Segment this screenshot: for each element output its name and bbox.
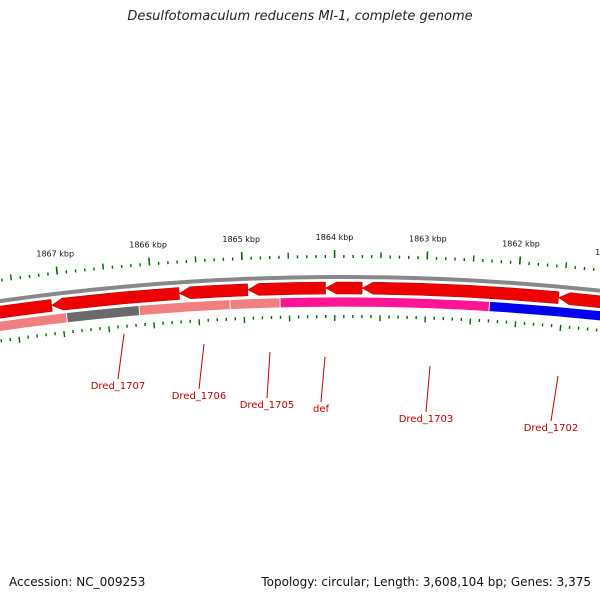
cds-segment	[138, 299, 231, 316]
backbone-line	[0, 275, 600, 304]
gene-arrow	[247, 281, 326, 296]
gene-leader-line	[266, 351, 271, 399]
ruler-tick	[148, 257, 151, 266]
gene-arrow	[558, 292, 600, 309]
inner-ruler-tick	[108, 326, 111, 333]
cds-segment	[229, 297, 281, 311]
gene-label: Dred_1705	[240, 400, 295, 411]
gene-arrow	[51, 287, 180, 311]
ruler-tick	[102, 263, 105, 270]
gene-arrow	[178, 283, 249, 299]
ruler-label: 1863 kbp	[409, 234, 447, 243]
ruler-label: 1864 kbp	[316, 233, 354, 242]
genome-stats: Topology: circular; Length: 3,608,104 bp…	[261, 575, 591, 589]
ruler-label: 1865 kbp	[222, 235, 260, 244]
gene-label: Dred_1706	[172, 391, 227, 402]
ruler-tick	[9, 274, 13, 281]
gene-arrow	[361, 281, 560, 304]
gene-leader-line	[198, 343, 205, 390]
ruler-label: 1866 kbp	[129, 241, 167, 250]
ruler-label: 1861 kbp	[595, 248, 600, 257]
accession-label: Accession: NC_009253	[9, 575, 146, 589]
ruler-tick	[518, 256, 522, 265]
gene-arrow	[0, 299, 53, 319]
gene-label: Dred_1703	[399, 414, 454, 425]
ruler-label: 1862 kbp	[502, 239, 540, 248]
gene-leader-line	[425, 365, 431, 413]
ruler-label: 1867 kbp	[36, 250, 74, 259]
cds-segment	[279, 296, 491, 312]
inner-ruler-tick	[18, 336, 21, 343]
gene-label: def	[313, 404, 330, 415]
gene-arrow	[325, 281, 363, 295]
gene-leader-line	[320, 356, 326, 403]
inner-ruler-tick	[559, 324, 562, 332]
ruler-tick	[565, 262, 568, 269]
gene-leader-line	[117, 333, 125, 380]
ruler-tick	[55, 266, 59, 275]
genome-title: Desulfotomaculum reducens MI-1, complete…	[127, 9, 473, 24]
gene-leader-line	[550, 375, 559, 422]
gene-label: Dred_1702	[524, 423, 579, 434]
gene-label: Dred_1707	[91, 381, 146, 392]
cds-segment	[488, 301, 600, 322]
inner-ruler-tick	[63, 331, 66, 338]
